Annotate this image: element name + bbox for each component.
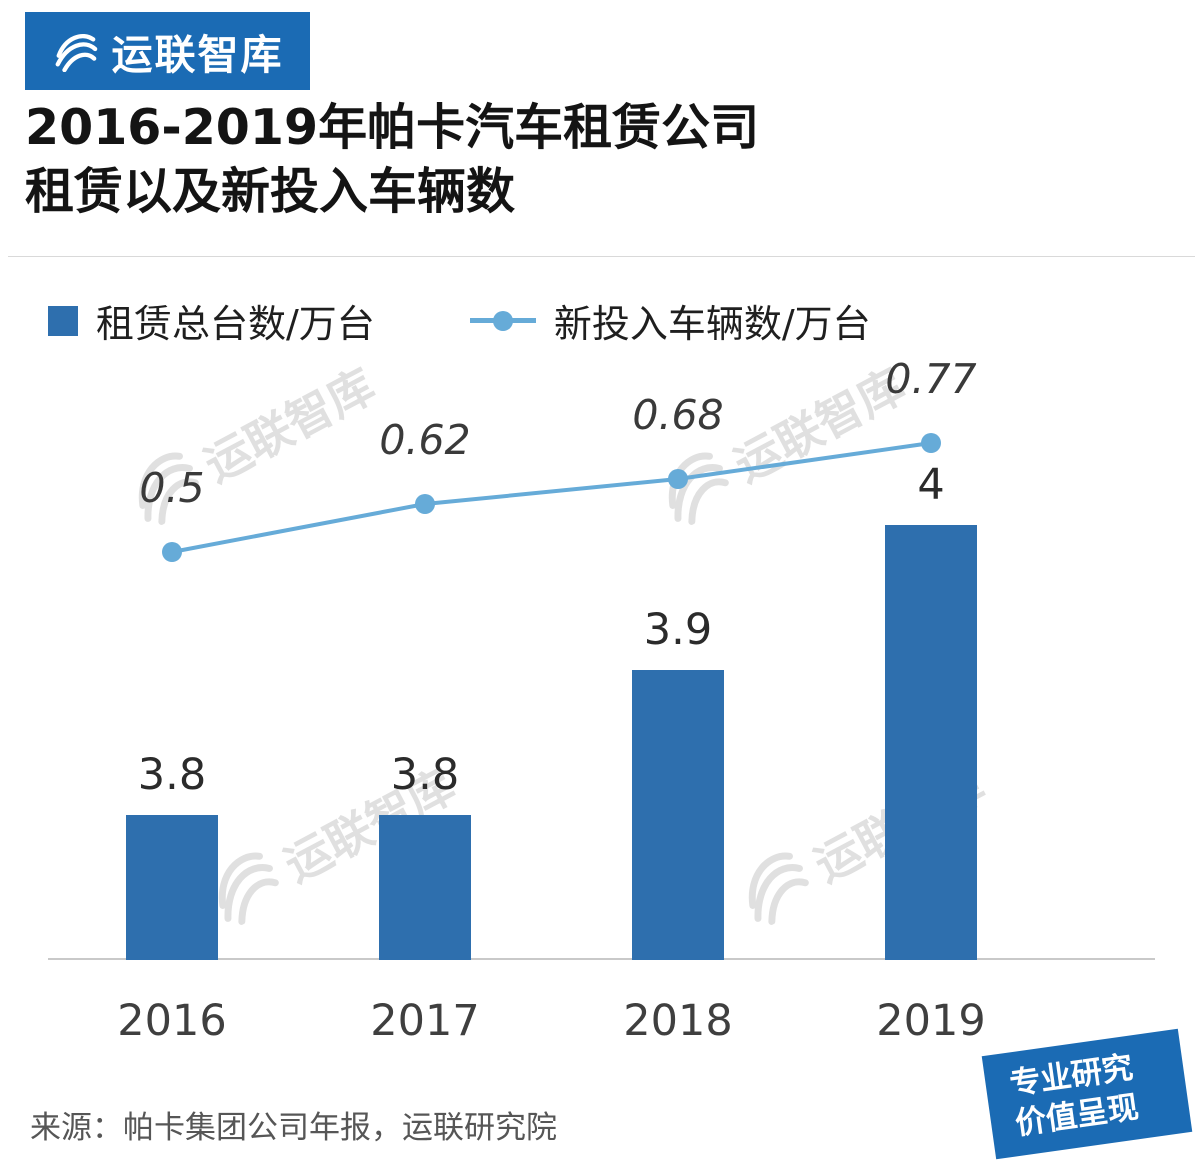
watermark: 运联智库 (191, 742, 469, 944)
logo-swirl-icon (52, 26, 98, 76)
line-legend-label: 新投入车辆数/万台 (553, 302, 871, 346)
line-value-label: 0.5 (139, 464, 205, 512)
line-legend-marker (469, 310, 536, 331)
logo: 运联智库 (25, 12, 310, 90)
x-axis-line (48, 958, 1155, 960)
bar-2017 (379, 815, 471, 960)
title-line-2: 租赁以及新投入车辆数 (25, 162, 516, 220)
source-text: 来源：帕卡集团公司年报，运联研究院 (30, 1110, 557, 1146)
line-value-label: 0.62 (379, 416, 471, 464)
bar-value-label: 3.8 (390, 750, 460, 800)
chart-legend: 租赁总台数/万台 新投入车辆数/万台 (48, 293, 871, 348)
bar-value-label: 3.9 (643, 605, 713, 655)
bar-value-label: 3.8 (137, 750, 207, 800)
title-line-1: 2016-2019年帕卡汽车租赁公司 (25, 99, 760, 156)
x-axis-label: 2018 (623, 996, 733, 1046)
line-legend-dot-icon (492, 310, 513, 331)
bar-legend-label: 租赁总台数/万台 (96, 302, 375, 346)
watermark: 运联智库 (721, 742, 999, 944)
divider (8, 256, 1195, 257)
line-point-marker (921, 433, 941, 453)
logo-text: 运联智库 (111, 31, 284, 79)
line-point-marker (668, 469, 688, 489)
bar-value-label: 4 (917, 460, 945, 510)
watermark-logo-icon (191, 834, 296, 944)
page-title: 2016-2019年帕卡汽车租赁公司 租赁以及新投入车辆数 (25, 96, 759, 223)
legend-item-line-series: 新投入车辆数/万台 (469, 293, 871, 348)
bar-2019 (885, 525, 977, 960)
line-point-marker (162, 542, 182, 562)
line-point-marker (415, 494, 435, 514)
bar-2016 (126, 815, 218, 960)
x-axis-label: 2019 (876, 996, 986, 1046)
bar-2018 (632, 670, 724, 960)
legend-item-bar-series: 租赁总台数/万台 (48, 293, 375, 348)
bar-legend-swatch (48, 305, 78, 336)
x-axis-label: 2017 (370, 996, 480, 1046)
line-value-label: 0.68 (632, 391, 724, 439)
line-value-label: 0.77 (885, 355, 977, 403)
x-axis-label: 2016 (117, 996, 227, 1046)
watermark-logo-icon (721, 834, 826, 944)
